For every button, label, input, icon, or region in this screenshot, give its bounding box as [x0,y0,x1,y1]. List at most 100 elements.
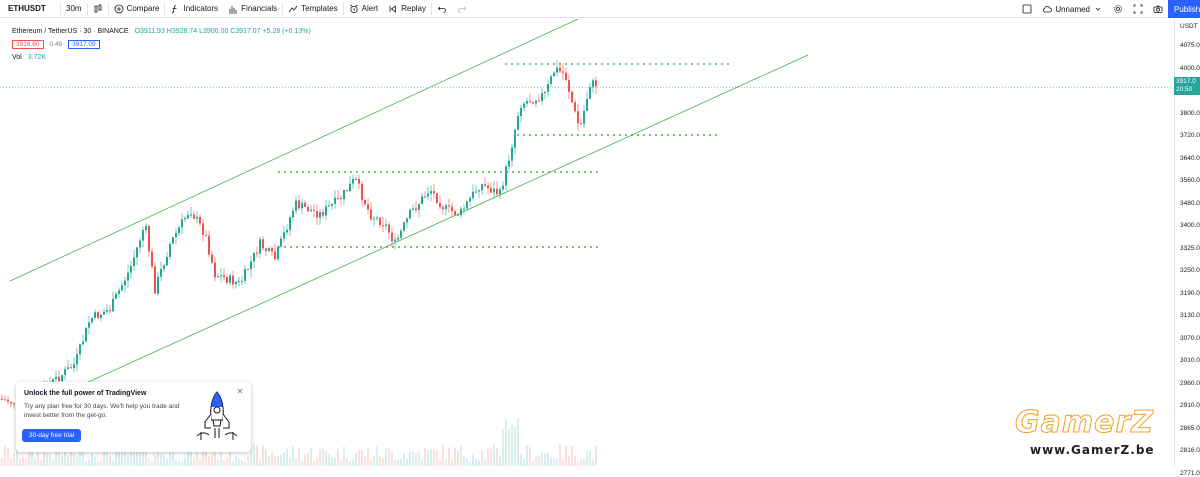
price-tick: 3250.0 [1180,267,1200,274]
volume-bar [394,459,396,466]
candle-body [520,107,522,117]
volume-bar [19,458,21,466]
candle-body [4,399,6,401]
undo-button[interactable] [432,0,452,18]
candle-body [100,314,102,318]
price-chart[interactable] [0,19,1173,466]
candle-body [97,312,99,318]
brand-url: www.GamerZ.be [1030,443,1155,457]
volume-bar [70,444,72,466]
candle-body [361,183,363,200]
volume-bar [532,461,534,466]
brand-watermark: GamerZ [1014,405,1155,441]
candle-body [73,364,75,369]
candle-body [352,178,354,184]
close-icon[interactable]: ✕ [236,387,244,396]
settings-button[interactable] [1108,0,1128,18]
candle-body [298,200,300,209]
publish-button[interactable]: Publish [1168,0,1200,18]
alert-button[interactable]: Alert [344,0,383,18]
candle-body [193,214,195,219]
chart-type-button[interactable] [88,0,108,18]
volume-bar [205,449,207,466]
candle-body [568,80,570,92]
interval-button[interactable]: 30m [66,4,82,13]
candle-body [319,212,321,218]
layout-name-button[interactable]: Unnamed [1037,0,1108,18]
chart-pane[interactable] [0,19,1173,466]
candle-body [151,251,153,267]
ohlc-values: O3911.93 H3928.74 L3900.00 C3917.07 +5.2… [134,28,311,35]
candle-body [13,403,15,405]
buy-price-button[interactable]: 3917.09 [68,40,100,49]
indicators-label: Indicators [183,4,219,13]
volume-bar [235,456,237,466]
candle-body [496,188,498,195]
candle-body [562,71,564,73]
volume-bar [472,454,474,466]
volume-bar [103,448,105,466]
volume-bar [7,447,9,466]
financials-button[interactable]: Financials [223,0,282,18]
candle-body [175,233,177,238]
candle-body [337,197,339,199]
volume-bar [112,460,114,466]
volume-bar [10,457,12,466]
volume-bar [76,457,78,466]
channel-upper-line [9,19,579,282]
candle-body [499,189,501,195]
divider [60,2,61,15]
rocket-icon [196,391,238,440]
volume-bar [265,449,267,466]
volume-bar [154,454,156,466]
price-tick: 2816.0 [1180,447,1200,454]
candle-body [472,191,474,198]
volume-bar [82,447,84,466]
free-trial-button[interactable]: 30-day free trial [22,429,82,442]
candle-body [307,206,309,212]
volume-bar [451,460,453,466]
replay-button[interactable]: Replay [383,0,431,18]
volume-bar [355,453,357,466]
candle-body [397,237,399,240]
symbol-title[interactable]: Ethereum / TetherUS · 30 · BINANCE [12,28,129,35]
candle-body [487,185,489,189]
channel-lower-line [39,54,809,405]
price-tick: 4000.0 [1180,64,1200,72]
volume-bar [100,460,102,466]
volume-bar [385,447,387,466]
volume-bar [586,450,588,466]
bar-countdown: 20:50 [1176,86,1193,93]
snapshot-button[interactable] [1148,0,1168,18]
candle-body [469,197,471,202]
volume-bar [292,446,294,466]
sell-price-button[interactable]: 3916.60 [12,40,44,49]
compare-button[interactable]: Compare [109,0,165,18]
symbol-search[interactable]: ETHUSDT [8,4,46,13]
volume-bar [115,451,117,466]
volume-bar [289,457,291,466]
volume-bar [367,448,369,466]
volume-bar [442,445,444,466]
indicators-button[interactable]: Indicators [165,0,223,18]
layout-checkbox[interactable] [1017,0,1037,18]
candle-body [220,275,222,277]
templates-button[interactable]: Templates [283,0,342,18]
candle-body [226,277,228,283]
fullscreen-button[interactable] [1128,0,1148,18]
candle-body [586,98,588,111]
promo-title: Unlock the full power of TradingView [24,390,147,397]
plus-circle-icon [114,4,123,13]
candle-body [154,266,156,294]
volume-bar [445,459,447,466]
candle-body [1,399,3,400]
volume-bar [538,456,540,466]
redo-button[interactable] [452,0,472,18]
candle-body [271,248,273,252]
volume-bar [31,445,33,466]
volume-bar [4,446,6,466]
price-tick: 3325.0 [1180,244,1200,252]
volume-bar [463,455,465,466]
candle-body [145,226,147,231]
candle-body [256,252,258,254]
